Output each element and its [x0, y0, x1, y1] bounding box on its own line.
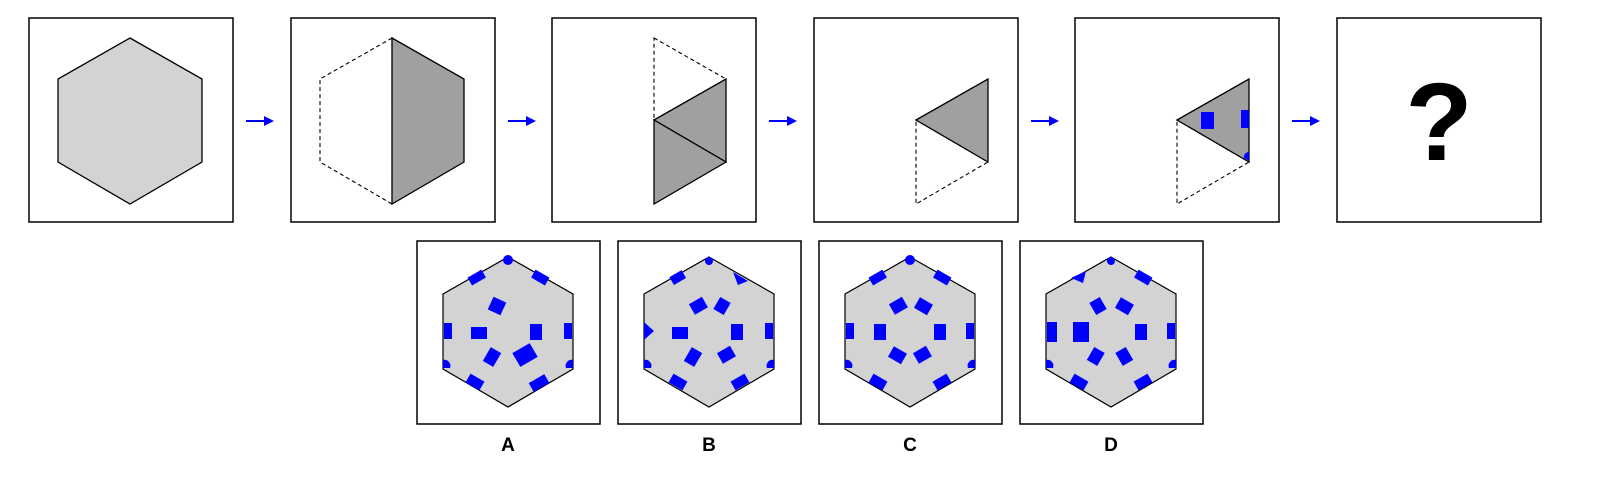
arrow-icon	[508, 116, 536, 126]
question-mark: ?	[1405, 61, 1472, 184]
arrow-icon	[1292, 116, 1320, 126]
arrow-icon	[246, 116, 274, 126]
arrow-icon	[1031, 116, 1059, 126]
option-d-hexagon	[1045, 256, 1177, 408]
arrow-icon	[769, 116, 797, 126]
folded-single-triangle	[914, 77, 989, 164]
option-d-label[interactable]: D	[1104, 435, 1118, 456]
option-b-label[interactable]: B	[702, 435, 716, 456]
folded-triangle-lower	[653, 118, 728, 206]
hexagon-paper	[57, 37, 203, 205]
option-c-hexagon	[844, 255, 976, 408]
option-b-hexagon	[643, 256, 775, 408]
fold-outline-top	[653, 37, 728, 121]
answer-frame	[1336, 17, 1542, 223]
hole-corner	[1243, 151, 1249, 161]
option-a-hexagon	[442, 255, 574, 408]
hole-square	[1201, 112, 1214, 129]
folded-half	[391, 36, 465, 206]
option-a-label[interactable]: A	[501, 435, 515, 456]
hole-edge-rect	[1241, 110, 1249, 128]
option-c-label[interactable]: C	[903, 435, 917, 456]
